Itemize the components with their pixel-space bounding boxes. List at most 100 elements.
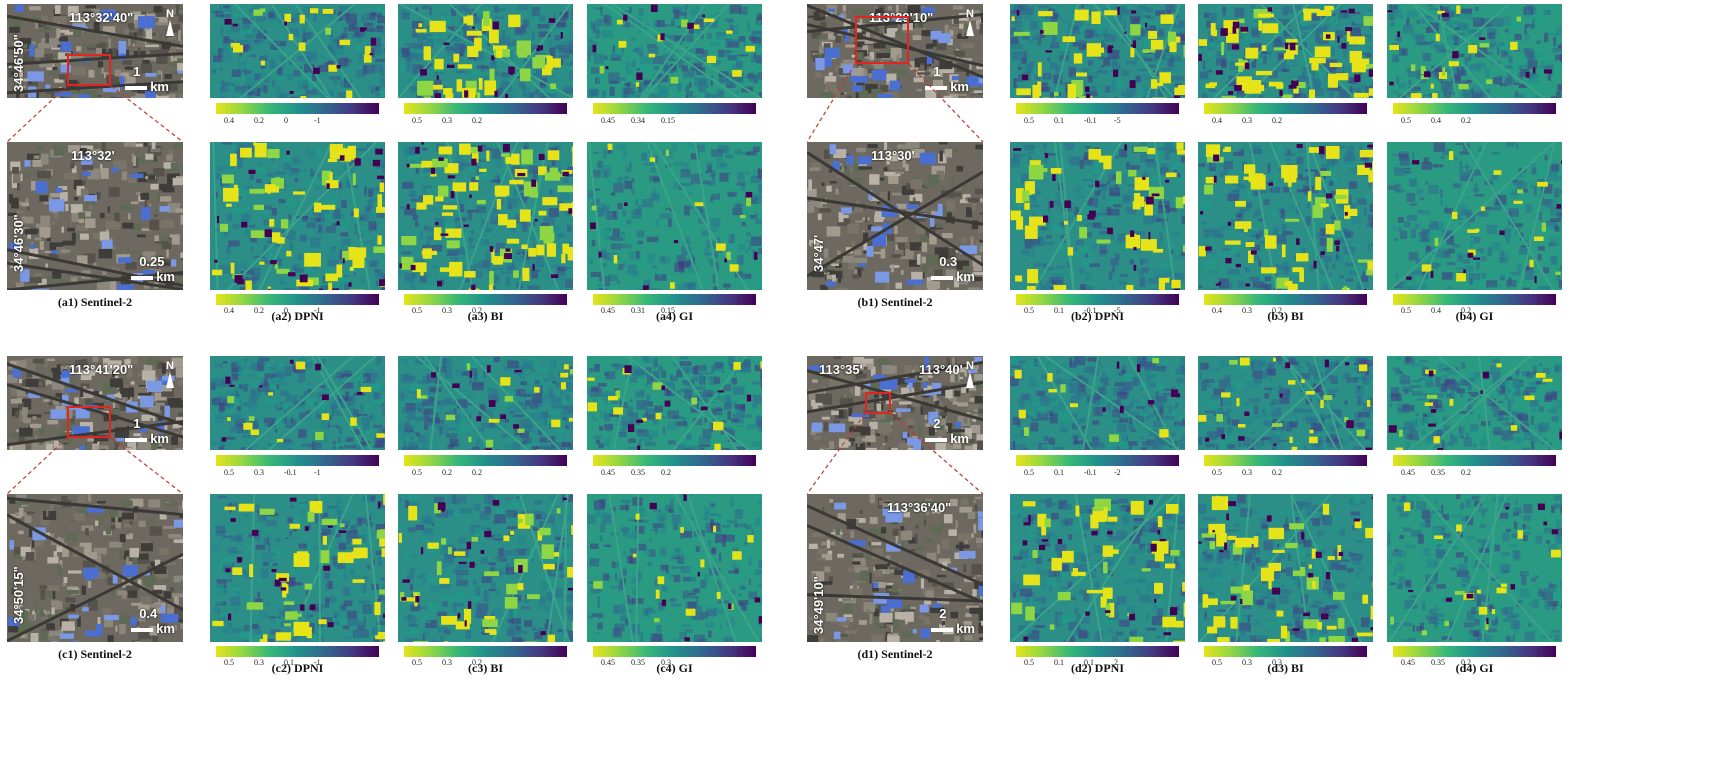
colorbar-tick-label: 0.3: [442, 306, 452, 315]
colorbar-tick-label: 0.15: [661, 306, 675, 315]
north-label: N: [966, 8, 974, 20]
bi-overview-map-a: [398, 4, 573, 98]
caption-b2: (b2) DPNI: [1071, 309, 1124, 323]
colorbar-tick-label: 0: [284, 306, 288, 315]
colorbar-tick-label: 0.2: [1461, 468, 1471, 477]
colorbar-tick-label: 0.45: [601, 468, 615, 477]
bi-zoom-map-a: [398, 142, 573, 290]
dpni-overview-map-a: [210, 4, 385, 98]
colorbar-tick-label: 0.45: [601, 306, 615, 315]
gi-colorbar: [1393, 294, 1556, 305]
colorbar-tick-label: 0.31: [631, 306, 645, 315]
dpni-zoom-map-a: [210, 142, 385, 290]
panel-b: 113°29'10" N 1 km 113°30' 34°47' 0.3 km 0.5 0.1 -0…: [800, 0, 1600, 352]
zoom-longitude-label: 113°36'40": [887, 500, 952, 515]
colorbar-tick-label: 0.3: [442, 658, 452, 667]
caption-a2: (a2) DPNI: [271, 309, 324, 323]
zoom-extent-box-c: [67, 406, 111, 438]
gi-zoom-map-d: [1387, 494, 1562, 642]
colorbar-tick-label: 0.3: [254, 658, 264, 667]
colorbar-tick-label: 0.34: [631, 116, 645, 125]
gi-zoom-map-c: [587, 494, 762, 642]
north-label: N: [166, 8, 174, 20]
scale-unit: km: [156, 269, 175, 284]
scale-value: 1: [133, 416, 141, 431]
colorbar-tick-label: -1: [314, 306, 321, 315]
colorbar-tick-label: 0.5: [1024, 468, 1034, 477]
colorbar-tick-label: 0.2: [472, 306, 482, 315]
colorbar-tick-label: 0.3: [1242, 306, 1252, 315]
colorbar-tick-label: 0.45: [601, 116, 615, 125]
colorbar-tick-label: 0.5: [1024, 116, 1034, 125]
gi-colorbar: [1393, 455, 1556, 466]
scale-unit: km: [950, 431, 969, 446]
caption-d1: (d1) Sentinel-2: [857, 647, 933, 661]
colorbar-tick-label: 0.35: [1431, 468, 1445, 477]
zoom-latitude-label: 34°47': [811, 234, 826, 272]
gi-colorbar: [1393, 103, 1556, 114]
bi-colorbar: [1204, 455, 1367, 466]
bi-colorbar: [1204, 103, 1367, 114]
caption-a1: (a1) Sentinel-2: [57, 295, 133, 309]
colorbar-tick-label: 0.4: [224, 306, 234, 315]
scale-bar: 0.25 km: [131, 254, 175, 284]
dpni-colorbar: [216, 646, 379, 657]
north-arrow-icon: N: [963, 8, 977, 36]
colorbar-tick-label: 0.5: [224, 468, 234, 477]
sentinel-overview-d: 113°35' 113°40' N 2 km: [807, 356, 983, 450]
colorbar-tick-label: -0.1: [1084, 468, 1097, 477]
caption-a3: (a3) BI: [467, 309, 504, 323]
caption-b1: (b1) Sentinel-2: [857, 295, 933, 309]
colorbar-tick-label: 0.1: [1054, 306, 1064, 315]
colorbar-tick-label: -0.1: [1084, 306, 1097, 315]
bi-colorbar: [404, 455, 567, 466]
overview-longitude-label: 113°32'40": [69, 10, 134, 25]
gi-overview-map-d: [1387, 356, 1562, 450]
dpni-zoom-map-d: [1010, 494, 1185, 642]
colorbar-tick-label: 0.5: [224, 658, 234, 667]
colorbar-tick-label: -0.1: [1084, 116, 1097, 125]
bi-colorbar: [1204, 294, 1367, 305]
panel-c: 113°41'20" N 1 km 34°50'15" 0.4 km 0.5 0.3 -0.1 -1…: [0, 352, 800, 704]
sentinel-overview-c: 113°41'20" N 1 km: [7, 356, 183, 450]
overview-latitude-label: 34°46'50": [11, 34, 26, 92]
colorbar-tick-label: 0.2: [1272, 468, 1282, 477]
dpni-zoom-map-b: [1010, 142, 1185, 290]
arrow-icon: [966, 20, 974, 36]
scale-value: 2: [933, 416, 941, 431]
overview-longitude-label: 113°41'20": [69, 362, 134, 377]
colorbar-tick-label: 0.2: [1272, 306, 1282, 315]
scale-unit: km: [950, 79, 969, 94]
scale-value: 2: [939, 606, 947, 621]
dpni-colorbar: [1016, 455, 1179, 466]
sentinel-zoom-c: 34°50'15" 0.4 km: [7, 494, 183, 642]
colorbar-tick-label: -0.1: [284, 468, 297, 477]
bi-colorbar: [404, 103, 567, 114]
colorbar-tick-label: 0.2: [1461, 116, 1471, 125]
colorbar-tick-label: 0.1: [1054, 116, 1064, 125]
scale-bar: 2 km: [925, 416, 969, 446]
zoom-latitude-label: 34°49'10": [811, 576, 826, 634]
scale-value: 1: [133, 64, 141, 79]
bi-zoom-map-b: [1198, 142, 1373, 290]
colorbar-tick-label: 0.35: [631, 468, 645, 477]
scale-bar: 1 km: [125, 64, 169, 94]
arrow-icon: [966, 372, 974, 388]
zoom-extent-box-d: [865, 392, 891, 414]
colorbar-tick-label: 0.4: [1212, 116, 1222, 125]
colorbar-tick-label: 0.5: [412, 658, 422, 667]
colorbar-tick-label: -2: [1114, 468, 1121, 477]
colorbar-tick-label: 0.45: [601, 658, 615, 667]
scale-unit: km: [150, 431, 169, 446]
zoom-longitude-label: 113°32': [71, 148, 115, 163]
scale-unit: km: [150, 79, 169, 94]
colorbar-tick-label: 0.5: [412, 306, 422, 315]
dpni-overview-map-b: [1010, 4, 1185, 98]
dpni-zoom-map-c: [210, 494, 385, 642]
north-label: N: [166, 360, 174, 372]
colorbar-tick-label: -1: [314, 468, 321, 477]
bi-overview-map-b: [1198, 4, 1373, 98]
scale-bar: 0.4 km: [131, 606, 175, 636]
gi-colorbar: [593, 294, 756, 305]
gi-colorbar: [593, 646, 756, 657]
